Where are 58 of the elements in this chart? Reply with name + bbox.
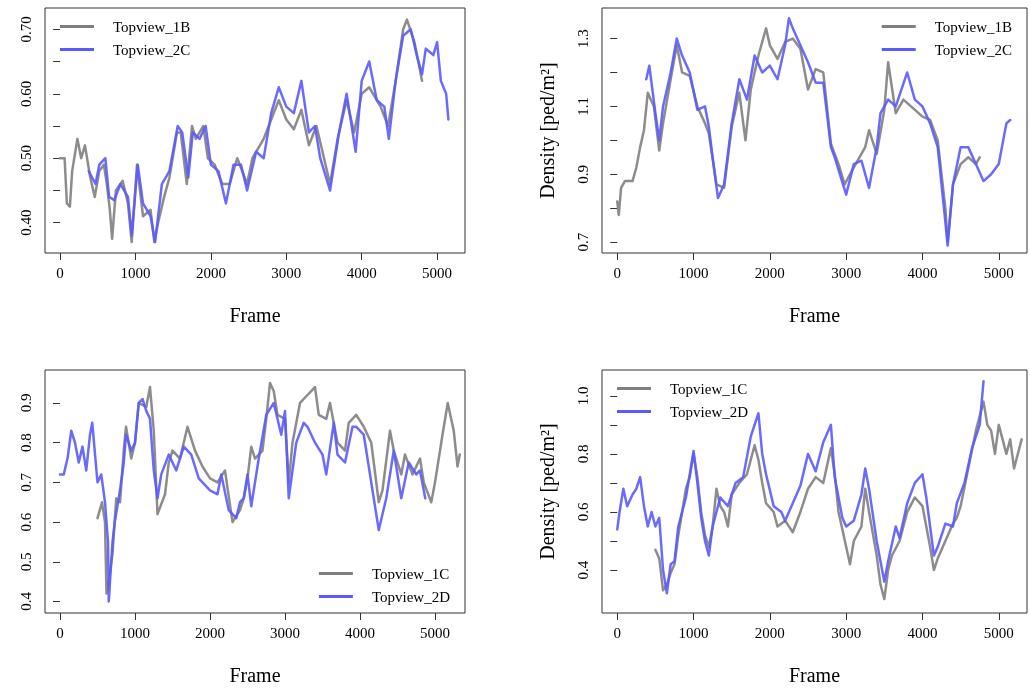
y-tick-label: 0.8 [17, 433, 34, 453]
x-tick-label: 0 [613, 624, 622, 641]
x-axis-title: Frame [229, 664, 281, 686]
y-tick-label: 0.70 [17, 16, 34, 43]
legend-label: Topview_1B [934, 18, 1012, 35]
x-tick-label: 2000 [754, 624, 785, 641]
y-tick-label: 0.8 [574, 444, 591, 464]
x-tick-label: 3000 [271, 264, 302, 281]
y-tick-label: 0.7 [17, 472, 34, 492]
legend-label: Topview_2C [934, 41, 1012, 58]
legend-label: Topview_1C [670, 380, 748, 397]
x-tick-label: 4000 [907, 264, 938, 281]
legend-label: Topview_1C [371, 565, 450, 582]
x-tick-label: 3000 [831, 624, 862, 641]
legend-label: Topview_1B [113, 18, 191, 35]
x-axis-title: Frame [229, 304, 281, 326]
x-tick-label: 4000 [907, 624, 938, 641]
x-tick-label: 2000 [754, 264, 785, 281]
y-tick-label: 0.6 [17, 512, 34, 532]
y-tick-label: 0.50 [17, 145, 34, 172]
y-tick-label: 0.6 [574, 502, 591, 522]
x-tick-label: 4000 [346, 264, 377, 281]
y-tick-label: 1.1 [574, 97, 591, 116]
x-tick-label: 1000 [678, 624, 709, 641]
y-tick-label: 0.4 [574, 560, 591, 580]
x-tick-label: 0 [56, 264, 64, 281]
x-axis-title: Frame [788, 664, 841, 686]
y-tick-label: 0.9 [17, 393, 34, 413]
y-tick-label: 0.4 [17, 591, 34, 611]
x-tick-label: 1000 [120, 264, 151, 281]
y-tick-label: 0.9 [574, 164, 591, 184]
x-tick-label: 0 [613, 264, 622, 281]
line-series [645, 16, 1012, 247]
x-tick-label: 5000 [983, 264, 1014, 281]
line-series [616, 380, 985, 595]
y-tick-label: 0.60 [17, 80, 34, 107]
y-tick-label: 1.3 [574, 29, 591, 48]
y-tick-label: 0.7 [574, 232, 591, 252]
x-tick-label: 2000 [195, 624, 225, 641]
legend-label: Topview_2D [670, 403, 749, 420]
legend-label: Topview_2D [371, 588, 451, 605]
y-tick-label: 1.0 [574, 386, 591, 406]
x-tick-label: 5000 [420, 624, 450, 641]
x-tick-label: 3000 [831, 264, 862, 281]
y-axis-title: Density [ped/m²] [536, 423, 559, 560]
x-tick-label: 2000 [195, 264, 226, 281]
x-tick-label: 1000 [678, 264, 709, 281]
legend-label: Topview_2C [113, 41, 191, 58]
y-tick-label: 0.5 [17, 552, 34, 572]
y-tick-label: 0.40 [17, 209, 34, 236]
x-tick-label: 0 [56, 624, 64, 641]
x-tick-label: 5000 [983, 624, 1014, 641]
x-axis-title: Frame [788, 304, 841, 326]
x-tick-label: 5000 [422, 264, 453, 281]
x-tick-label: 3000 [270, 624, 300, 641]
x-tick-label: 1000 [120, 624, 150, 641]
y-axis-title: Density [ped/m²] [536, 62, 559, 199]
x-tick-label: 4000 [345, 624, 375, 641]
